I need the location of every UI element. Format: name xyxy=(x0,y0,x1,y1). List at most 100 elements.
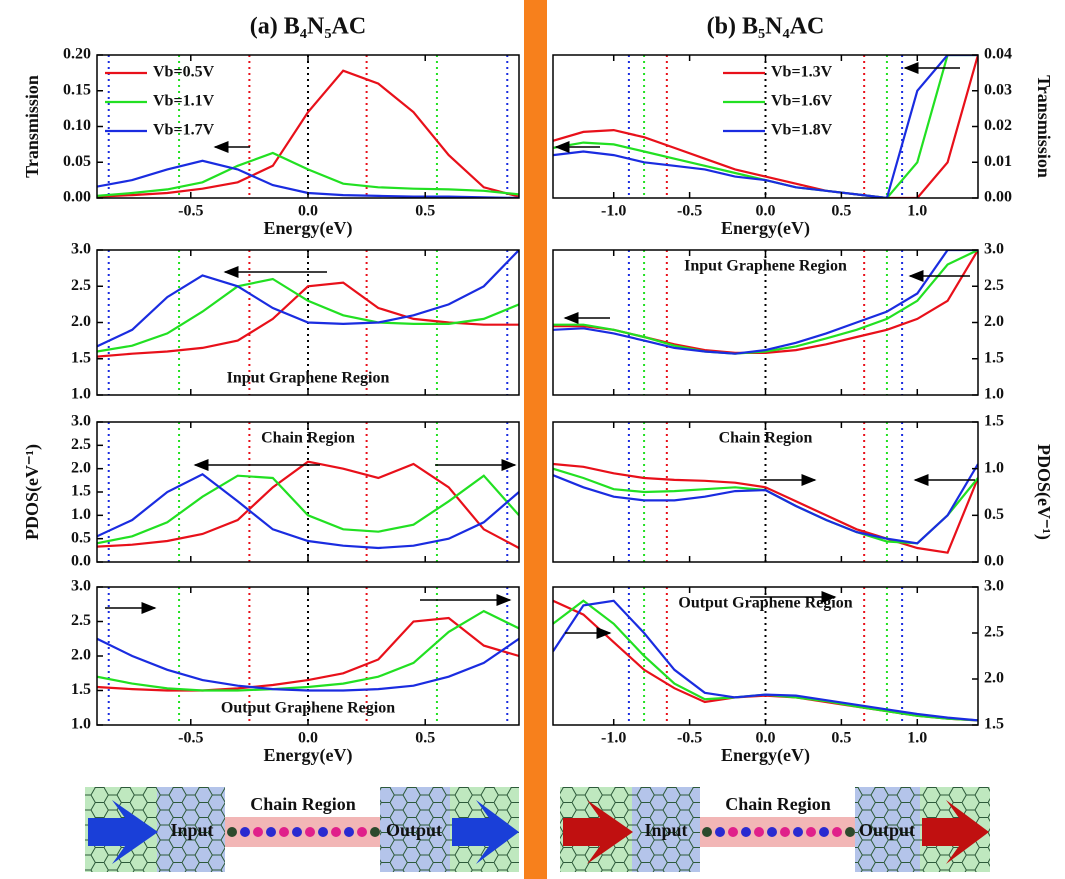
atom xyxy=(357,827,367,837)
atom xyxy=(240,827,250,837)
input-label: Input xyxy=(170,820,213,840)
region-label: Chain Region xyxy=(261,430,355,447)
y-tick-label: 0.00 xyxy=(984,189,1012,206)
x-axis-label: Energy(eV) xyxy=(264,218,353,239)
atom xyxy=(845,827,855,837)
panel: -0.50.00.51.01.52.02.53.0Energy(eV)Outpu… xyxy=(71,578,519,766)
y-tick-label: 1.0 xyxy=(71,716,91,733)
y-tick-label: 3.0 xyxy=(71,413,91,430)
y-tick-label: 2.0 xyxy=(71,313,91,330)
x-tick-label: -0.5 xyxy=(677,203,702,220)
series-line xyxy=(553,55,978,198)
x-tick-label: -0.5 xyxy=(178,730,203,747)
y-tick-label: 0.03 xyxy=(984,81,1012,98)
y-tick-label: 2.5 xyxy=(984,277,1004,294)
legend-label: Vb=1.8V xyxy=(771,122,833,139)
y-tick-label: 0.0 xyxy=(984,553,1004,570)
y-tick-label: 2.0 xyxy=(984,313,1004,330)
legend-label: Vb=0.5V xyxy=(153,64,215,81)
y-tick-label: 1.5 xyxy=(71,349,91,366)
x-tick-label: 1.0 xyxy=(907,203,927,220)
figure: Input Chain Region Output Input Chain Re… xyxy=(0,0,1065,879)
legend-label: Vb=1.6V xyxy=(771,93,833,110)
divider xyxy=(524,0,547,879)
atom xyxy=(832,827,842,837)
y-tick-label: 1.5 xyxy=(71,681,91,698)
schematic-a: Input Chain Region Output xyxy=(85,787,519,872)
y-tick-label: 2.5 xyxy=(71,277,91,294)
y-axis-label: Transmission xyxy=(22,75,42,178)
y-tick-label: 2.0 xyxy=(71,647,91,664)
panel-title: (a) B₄N₅AC xyxy=(250,14,366,40)
y-axis-label: Transmission xyxy=(1034,75,1054,178)
x-axis-label: Energy(eV) xyxy=(264,745,353,766)
panel: -1.0-0.50.00.51.01.52.02.53.0Energy(eV)O… xyxy=(553,578,1004,766)
atom xyxy=(305,827,315,837)
atom xyxy=(344,827,354,837)
x-tick-label: 0.0 xyxy=(298,203,318,220)
atom xyxy=(702,827,712,837)
y-tick-label: 0.5 xyxy=(984,506,1004,523)
chain-label: Chain Region xyxy=(725,794,831,814)
x-tick-label: -0.5 xyxy=(178,203,203,220)
y-tick-label: 0.02 xyxy=(984,117,1012,134)
x-tick-label: 0.5 xyxy=(415,203,435,220)
series-line xyxy=(97,476,519,544)
x-tick-label: 0.0 xyxy=(756,730,776,747)
panel: 0.00.51.01.5PDOS(eV⁻¹)Chain Region xyxy=(553,413,1054,570)
region-label: Input Graphene Region xyxy=(227,370,390,387)
atom xyxy=(279,827,289,837)
y-tick-label: 2.5 xyxy=(984,624,1004,641)
x-tick-label: 0.5 xyxy=(831,730,851,747)
atom xyxy=(715,827,725,837)
atom xyxy=(819,827,829,837)
y-tick-label: 1.5 xyxy=(984,349,1004,366)
region-label: Output Graphene Region xyxy=(221,700,395,717)
x-tick-label: -1.0 xyxy=(601,203,626,220)
chain-label: Chain Region xyxy=(250,794,356,814)
atom xyxy=(728,827,738,837)
legend-label: Vb=1.3V xyxy=(771,64,833,81)
legend-label: Vb=1.7V xyxy=(153,122,215,139)
y-tick-label: 0.5 xyxy=(71,529,91,546)
y-tick-label: 0.15 xyxy=(63,81,91,98)
x-axis-label: Energy(eV) xyxy=(721,218,810,239)
atom xyxy=(292,827,302,837)
atom xyxy=(331,827,341,837)
y-tick-label: 3.0 xyxy=(71,241,91,258)
y-tick-label: 1.0 xyxy=(984,386,1004,403)
output-label: Output xyxy=(386,820,442,840)
y-tick-label: 0.20 xyxy=(63,46,91,63)
input-label: Input xyxy=(644,820,687,840)
x-tick-label: -1.0 xyxy=(601,730,626,747)
y-tick-label: 1.5 xyxy=(984,413,1004,430)
x-tick-label: 0.5 xyxy=(831,203,851,220)
y-tick-label: 1.0 xyxy=(984,459,1004,476)
x-tick-label: 0.0 xyxy=(756,203,776,220)
series-line xyxy=(97,639,519,691)
atom xyxy=(754,827,764,837)
y-tick-label: 1.5 xyxy=(984,716,1004,733)
atom xyxy=(767,827,777,837)
y-tick-label: 0.0 xyxy=(71,553,91,570)
region-label: Input Graphene Region xyxy=(684,258,847,275)
panel: 1.01.52.02.53.0Input Graphene Region xyxy=(553,241,1004,403)
x-tick-label: 1.0 xyxy=(907,730,927,747)
y-tick-label: 1.0 xyxy=(71,506,91,523)
y-tick-label: 2.5 xyxy=(71,612,91,629)
y-tick-label: 2.0 xyxy=(71,459,91,476)
series-line xyxy=(97,153,519,196)
legend-label: Vb=1.1V xyxy=(153,93,215,110)
x-axis-label: Energy(eV) xyxy=(721,745,810,766)
y-tick-label: 0.00 xyxy=(63,189,91,206)
output-label: Output xyxy=(859,820,915,840)
y-tick-label: 2.5 xyxy=(71,436,91,453)
y-tick-label: 0.05 xyxy=(63,153,91,170)
x-tick-label: 0.0 xyxy=(298,730,318,747)
region-label: Chain Region xyxy=(719,430,813,447)
atom xyxy=(370,827,380,837)
